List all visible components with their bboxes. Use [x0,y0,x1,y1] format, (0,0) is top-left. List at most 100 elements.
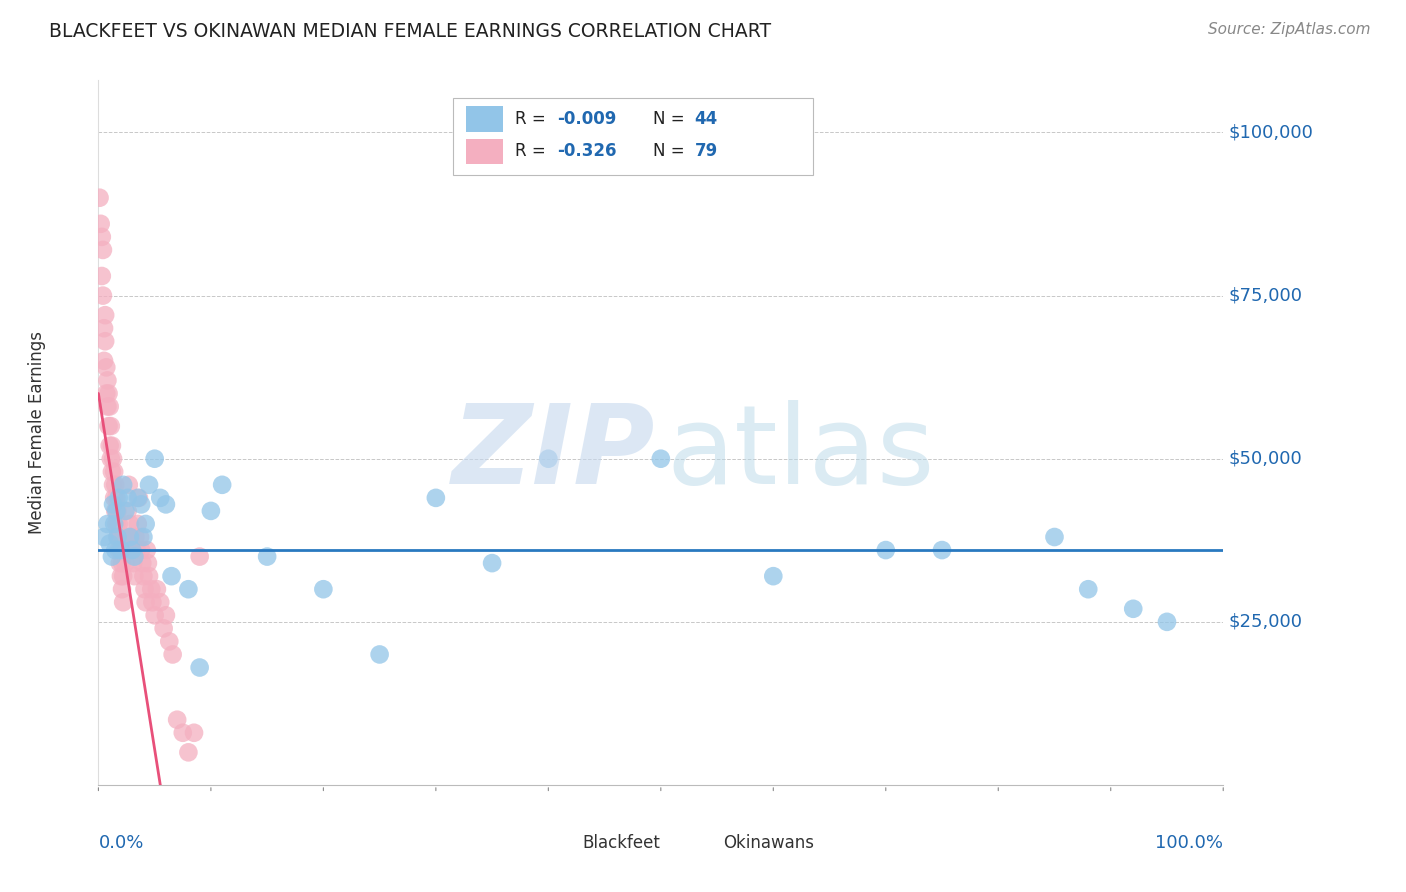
Point [96,400,118,414]
Point [100,451,122,466]
FancyBboxPatch shape [689,834,717,852]
Point [1077,582,1099,597]
Point [117,491,139,505]
Text: Blackfeet: Blackfeet [582,834,659,853]
Point [90,230,112,244]
Point [103,491,125,505]
Point [107,504,129,518]
Point [90,217,112,231]
Point [111,556,134,570]
Point [96,373,118,387]
Point [103,465,125,479]
Point [107,491,129,505]
Point [110,543,132,558]
Point [101,478,124,492]
Point [1043,530,1066,544]
Point [132,530,155,544]
Point [96,360,118,375]
Text: R =: R = [515,143,551,161]
Point [132,569,155,583]
Point [650,451,672,466]
Point [118,478,141,492]
Point [90,268,112,283]
Point [112,569,135,583]
Point [152,621,174,635]
Point [101,465,124,479]
Point [157,634,180,648]
Point [105,504,128,518]
FancyBboxPatch shape [453,98,813,176]
Point [94,334,117,349]
Point [121,543,143,558]
Point [96,386,118,401]
Text: Source: ZipAtlas.com: Source: ZipAtlas.com [1208,22,1371,37]
Point [177,582,200,597]
Point [1122,601,1144,615]
Point [425,491,447,505]
Point [141,595,163,609]
Text: ZIP: ZIP [451,401,655,508]
FancyBboxPatch shape [467,106,503,132]
Point [124,569,146,583]
Text: $50,000: $50,000 [1229,450,1302,467]
Point [122,556,145,570]
Text: N =: N = [652,143,690,161]
Point [129,530,152,544]
Point [129,497,152,511]
Point [96,516,118,531]
Point [124,549,146,564]
Point [931,543,953,558]
Point [105,516,128,531]
Point [98,536,121,550]
Point [108,556,131,570]
Point [481,556,503,570]
Point [98,400,121,414]
Point [104,543,127,558]
Text: -0.326: -0.326 [557,143,617,161]
Point [107,516,129,531]
Text: 79: 79 [695,143,718,161]
Point [129,543,152,558]
Text: 44: 44 [695,110,718,128]
Point [127,516,149,531]
Point [91,288,114,302]
Text: Okinawans: Okinawans [723,834,814,853]
Text: BLACKFEET VS OKINAWAN MEDIAN FEMALE EARNINGS CORRELATION CHART: BLACKFEET VS OKINAWAN MEDIAN FEMALE EARN… [49,22,772,41]
Point [107,543,129,558]
Point [188,660,211,674]
Point [93,321,115,335]
Point [104,504,127,518]
Point [108,530,131,544]
Text: $75,000: $75,000 [1229,286,1303,304]
Point [112,595,135,609]
Point [104,478,127,492]
Point [143,451,166,466]
Point [117,504,139,518]
Point [200,504,222,518]
Point [127,491,149,505]
Text: R =: R = [515,110,551,128]
Point [98,439,121,453]
Point [149,595,172,609]
Point [136,556,159,570]
Point [114,556,136,570]
Point [146,582,169,597]
Point [124,530,146,544]
Point [875,543,897,558]
Text: 0.0%: 0.0% [98,834,143,852]
Text: -0.009: -0.009 [557,110,617,128]
Point [107,530,129,544]
Point [162,648,184,662]
Point [155,608,177,623]
Point [155,497,177,511]
Point [149,491,172,505]
Point [160,569,183,583]
Text: N =: N = [652,110,690,128]
Point [256,549,278,564]
Point [141,582,163,597]
Text: Median Female Earnings: Median Female Earnings [28,331,45,534]
Point [211,478,233,492]
Point [97,386,120,401]
Text: 100.0%: 100.0% [1156,834,1223,852]
FancyBboxPatch shape [467,139,503,164]
